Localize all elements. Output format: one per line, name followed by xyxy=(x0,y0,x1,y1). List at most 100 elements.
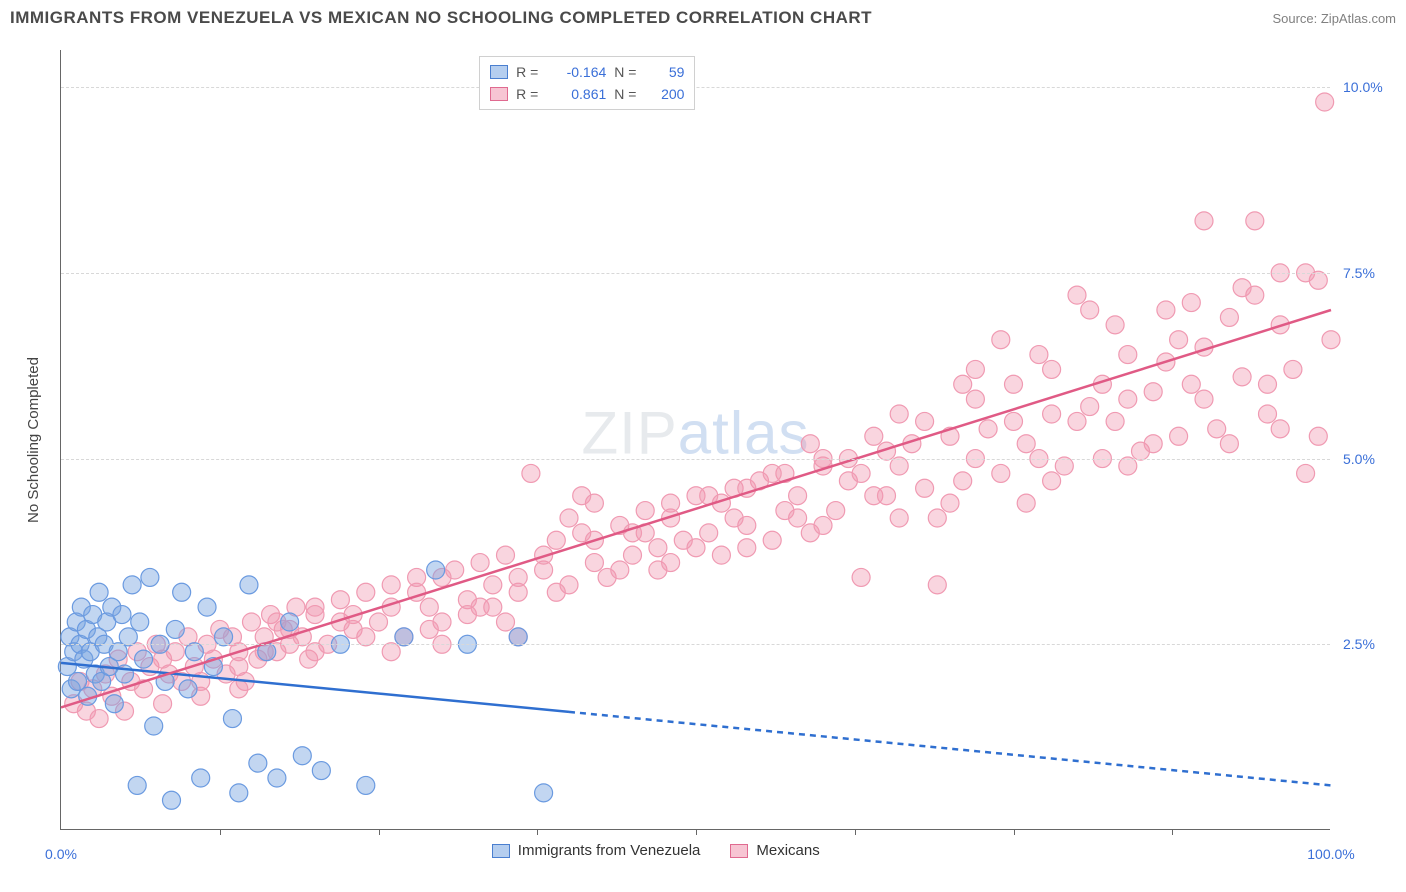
r-value: -0.164 xyxy=(546,61,606,83)
data-point xyxy=(131,613,149,631)
data-point xyxy=(268,769,286,787)
data-point xyxy=(471,598,489,616)
n-value: 59 xyxy=(644,61,684,83)
data-point xyxy=(585,554,603,572)
data-point xyxy=(1144,435,1162,453)
data-point xyxy=(357,776,375,794)
data-point xyxy=(776,502,794,520)
data-point xyxy=(484,576,502,594)
r-value: 0.861 xyxy=(546,83,606,105)
r-label: R = xyxy=(516,83,538,105)
data-point xyxy=(725,509,743,527)
data-point xyxy=(1081,301,1099,319)
trend-line xyxy=(61,310,1331,707)
data-point xyxy=(649,539,667,557)
data-point xyxy=(687,539,705,557)
data-point xyxy=(1233,368,1251,386)
x-tick-mark xyxy=(855,829,856,835)
trend-line xyxy=(569,712,1331,786)
data-point xyxy=(1081,398,1099,416)
data-point xyxy=(852,464,870,482)
data-point xyxy=(1220,435,1238,453)
data-point xyxy=(547,583,565,601)
legend-label: Immigrants from Venezuela xyxy=(518,842,701,859)
data-point xyxy=(223,710,241,728)
legend-swatch xyxy=(490,87,508,101)
data-point xyxy=(1297,464,1315,482)
legend-item: Mexicans xyxy=(730,842,819,859)
y-tick-label: 7.5% xyxy=(1343,265,1375,281)
n-value: 200 xyxy=(644,83,684,105)
data-point xyxy=(801,435,819,453)
data-point xyxy=(1170,427,1188,445)
n-label: N = xyxy=(614,83,636,105)
data-point xyxy=(916,412,934,430)
data-point xyxy=(90,583,108,601)
data-point xyxy=(890,405,908,423)
data-point xyxy=(966,360,984,378)
data-point xyxy=(1182,294,1200,312)
data-point xyxy=(941,494,959,512)
grid-line xyxy=(61,644,1330,645)
data-point xyxy=(738,539,756,557)
data-point xyxy=(1043,360,1061,378)
x-tick-mark xyxy=(379,829,380,835)
data-point xyxy=(420,598,438,616)
data-point xyxy=(522,464,540,482)
data-point xyxy=(370,613,388,631)
data-point xyxy=(1195,390,1213,408)
data-point xyxy=(198,598,216,616)
data-point xyxy=(1005,375,1023,393)
legend-swatch xyxy=(492,844,510,858)
data-point xyxy=(471,554,489,572)
legend-correlation-box: R =-0.164N =59R =0.861N =200 xyxy=(479,56,695,110)
data-point xyxy=(306,598,324,616)
data-point xyxy=(185,643,203,661)
data-point xyxy=(497,613,515,631)
data-point xyxy=(992,331,1010,349)
data-point xyxy=(90,710,108,728)
data-point xyxy=(215,628,233,646)
data-point xyxy=(1259,405,1277,423)
data-point xyxy=(827,502,845,520)
data-point xyxy=(1246,212,1264,230)
data-point xyxy=(1119,390,1137,408)
data-point xyxy=(763,531,781,549)
chart-title: IMMIGRANTS FROM VENEZUELA VS MEXICAN NO … xyxy=(10,8,872,28)
data-point xyxy=(890,457,908,475)
data-point xyxy=(954,472,972,490)
data-point xyxy=(306,643,324,661)
data-point xyxy=(1284,360,1302,378)
data-point xyxy=(1106,412,1124,430)
data-point xyxy=(123,576,141,594)
data-point xyxy=(979,420,997,438)
data-point xyxy=(1157,301,1175,319)
y-axis-title: No Schooling Completed xyxy=(25,357,42,523)
y-tick-label: 10.0% xyxy=(1343,79,1383,95)
data-point xyxy=(763,464,781,482)
data-point xyxy=(281,613,299,631)
data-point xyxy=(395,628,413,646)
x-tick-mark xyxy=(220,829,221,835)
data-point xyxy=(357,628,375,646)
data-point xyxy=(814,516,832,534)
data-point xyxy=(1195,212,1213,230)
grid-line xyxy=(61,87,1330,88)
data-point xyxy=(497,546,515,564)
data-point xyxy=(1043,405,1061,423)
data-point xyxy=(312,762,330,780)
data-point xyxy=(173,583,191,601)
data-point xyxy=(427,561,445,579)
data-point xyxy=(1017,435,1035,453)
data-point xyxy=(420,620,438,638)
data-point xyxy=(624,546,642,564)
data-point xyxy=(128,776,146,794)
data-point xyxy=(1119,346,1137,364)
x-tick-mark xyxy=(537,829,538,835)
plot-svg xyxy=(61,50,1330,829)
data-point xyxy=(966,390,984,408)
data-point xyxy=(154,695,172,713)
x-tick-label: 100.0% xyxy=(1307,846,1354,862)
data-point xyxy=(1005,412,1023,430)
grid-line xyxy=(61,273,1330,274)
